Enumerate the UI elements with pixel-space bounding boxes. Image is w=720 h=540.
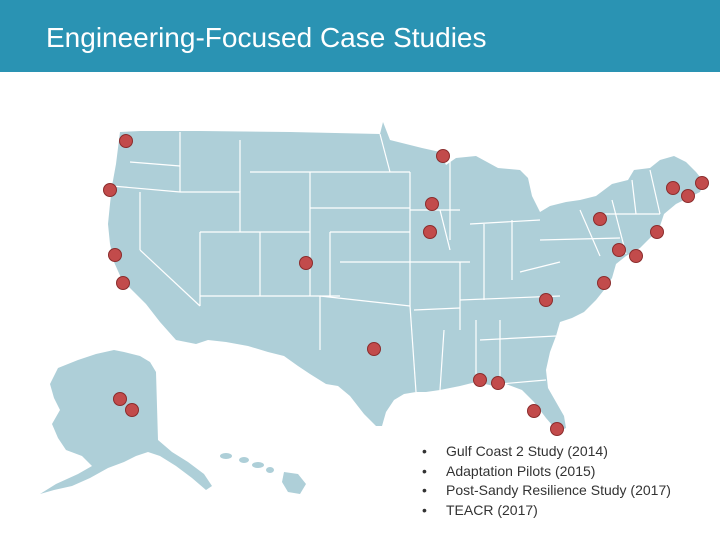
marker[interactable] <box>539 293 553 307</box>
legend-item: • Gulf Coast 2 Study (2014) <box>418 442 671 462</box>
alaska-landmass <box>40 350 212 494</box>
marker[interactable] <box>681 189 695 203</box>
marker[interactable] <box>299 256 313 270</box>
marker[interactable] <box>473 373 487 387</box>
page-title: Engineering-Focused Case Studies <box>46 22 487 53</box>
marker[interactable] <box>103 183 117 197</box>
marker[interactable] <box>436 149 450 163</box>
marker[interactable] <box>612 243 626 257</box>
marker[interactable] <box>113 392 127 406</box>
marker[interactable] <box>550 422 564 436</box>
study-legend: • Gulf Coast 2 Study (2014) • Adaptation P… <box>418 442 671 520</box>
hawaii-islands <box>220 453 306 494</box>
legend-item: • Post-Sandy Resilience Study (2017) <box>418 481 671 501</box>
marker[interactable] <box>116 276 130 290</box>
marker[interactable] <box>367 342 381 356</box>
marker[interactable] <box>108 248 122 262</box>
legend-bullet: • <box>422 501 427 518</box>
marker[interactable] <box>666 181 680 195</box>
marker[interactable] <box>119 134 133 148</box>
legend-item-label: TEACR (2017) <box>446 501 538 518</box>
marker[interactable] <box>593 212 607 226</box>
marker[interactable] <box>597 276 611 290</box>
marker[interactable] <box>629 249 643 263</box>
marker[interactable] <box>527 404 541 418</box>
legend-item: • Adaptation Pilots (2015) <box>418 462 671 482</box>
contiguous-us-landmass <box>108 122 704 432</box>
legend-item-label: Gulf Coast 2 Study (2014) <box>446 443 608 459</box>
marker[interactable] <box>423 225 437 239</box>
legend-bullet: • <box>422 482 427 498</box>
legend-item-label: Post-Sandy Resilience Study (2017) <box>446 482 671 498</box>
legend-bullet: • <box>422 462 427 479</box>
title-bar: Engineering-Focused Case Studies <box>0 0 720 72</box>
legend-item: • TEACR (2017) <box>418 501 671 521</box>
marker[interactable] <box>125 403 139 417</box>
marker[interactable] <box>491 376 505 390</box>
case-study-markers <box>103 134 709 436</box>
marker[interactable] <box>695 176 709 190</box>
legend-item-label: Adaptation Pilots (2015) <box>446 462 596 479</box>
marker[interactable] <box>425 197 439 211</box>
legend-bullet: • <box>422 443 427 459</box>
marker[interactable] <box>650 225 664 239</box>
us-map <box>40 122 709 494</box>
